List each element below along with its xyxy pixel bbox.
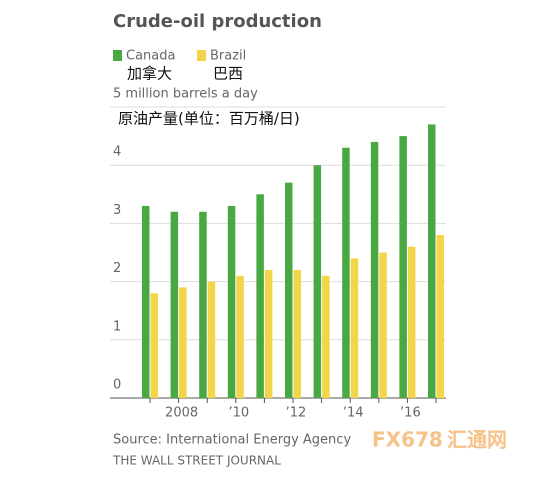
bar: [227, 205, 236, 398]
y-tick-label: 5 million barrels a day: [113, 87, 258, 102]
watermark: 汇通网: [447, 428, 507, 452]
bar: [370, 141, 379, 399]
bar: [407, 246, 416, 398]
bar: [285, 182, 293, 398]
legend-label: Brazil: [210, 49, 246, 64]
x-tick-label: ’10: [228, 406, 249, 421]
y-tick-label: 3: [113, 203, 121, 218]
annotation: 巴西: [213, 65, 243, 83]
bar: [199, 211, 207, 398]
annotation: 加拿大: [127, 65, 172, 83]
bar: [170, 211, 179, 398]
bar: [150, 293, 158, 398]
watermark: FX678: [372, 428, 443, 452]
y-tick-label: 4: [113, 145, 121, 160]
bar: [342, 147, 350, 398]
bar: [179, 287, 187, 398]
bar: [236, 275, 244, 398]
bar: [350, 258, 359, 398]
bar: [142, 205, 150, 398]
bar: [313, 165, 322, 398]
x-tick-label: ’14: [343, 406, 364, 421]
x-tick-label: ’12: [286, 406, 307, 421]
bar: [399, 136, 407, 398]
bar: [436, 235, 444, 398]
bar: [256, 194, 264, 398]
y-tick-label: 0: [113, 378, 121, 393]
bar: [207, 281, 216, 398]
bar: [264, 269, 273, 398]
annotation: 原油产量(单位：百万桶/日): [118, 110, 300, 128]
x-tick-label: ’16: [400, 406, 421, 421]
bar: [379, 252, 387, 398]
legend-label: Canada: [126, 49, 175, 64]
bar: [322, 275, 330, 398]
bar: [428, 124, 436, 399]
source: Source: International Energy Agency: [113, 433, 351, 448]
legend-swatch: [197, 50, 206, 61]
bar: [293, 269, 301, 398]
x-tick-label: 2008: [165, 406, 198, 421]
y-tick-label: 1: [113, 319, 121, 334]
publisher: THE WALL STREET JOURNAL: [112, 454, 281, 468]
y-tick-label: 2: [113, 261, 121, 276]
chart-title: Crude-oil production: [113, 11, 322, 32]
legend-swatch: [113, 50, 122, 61]
